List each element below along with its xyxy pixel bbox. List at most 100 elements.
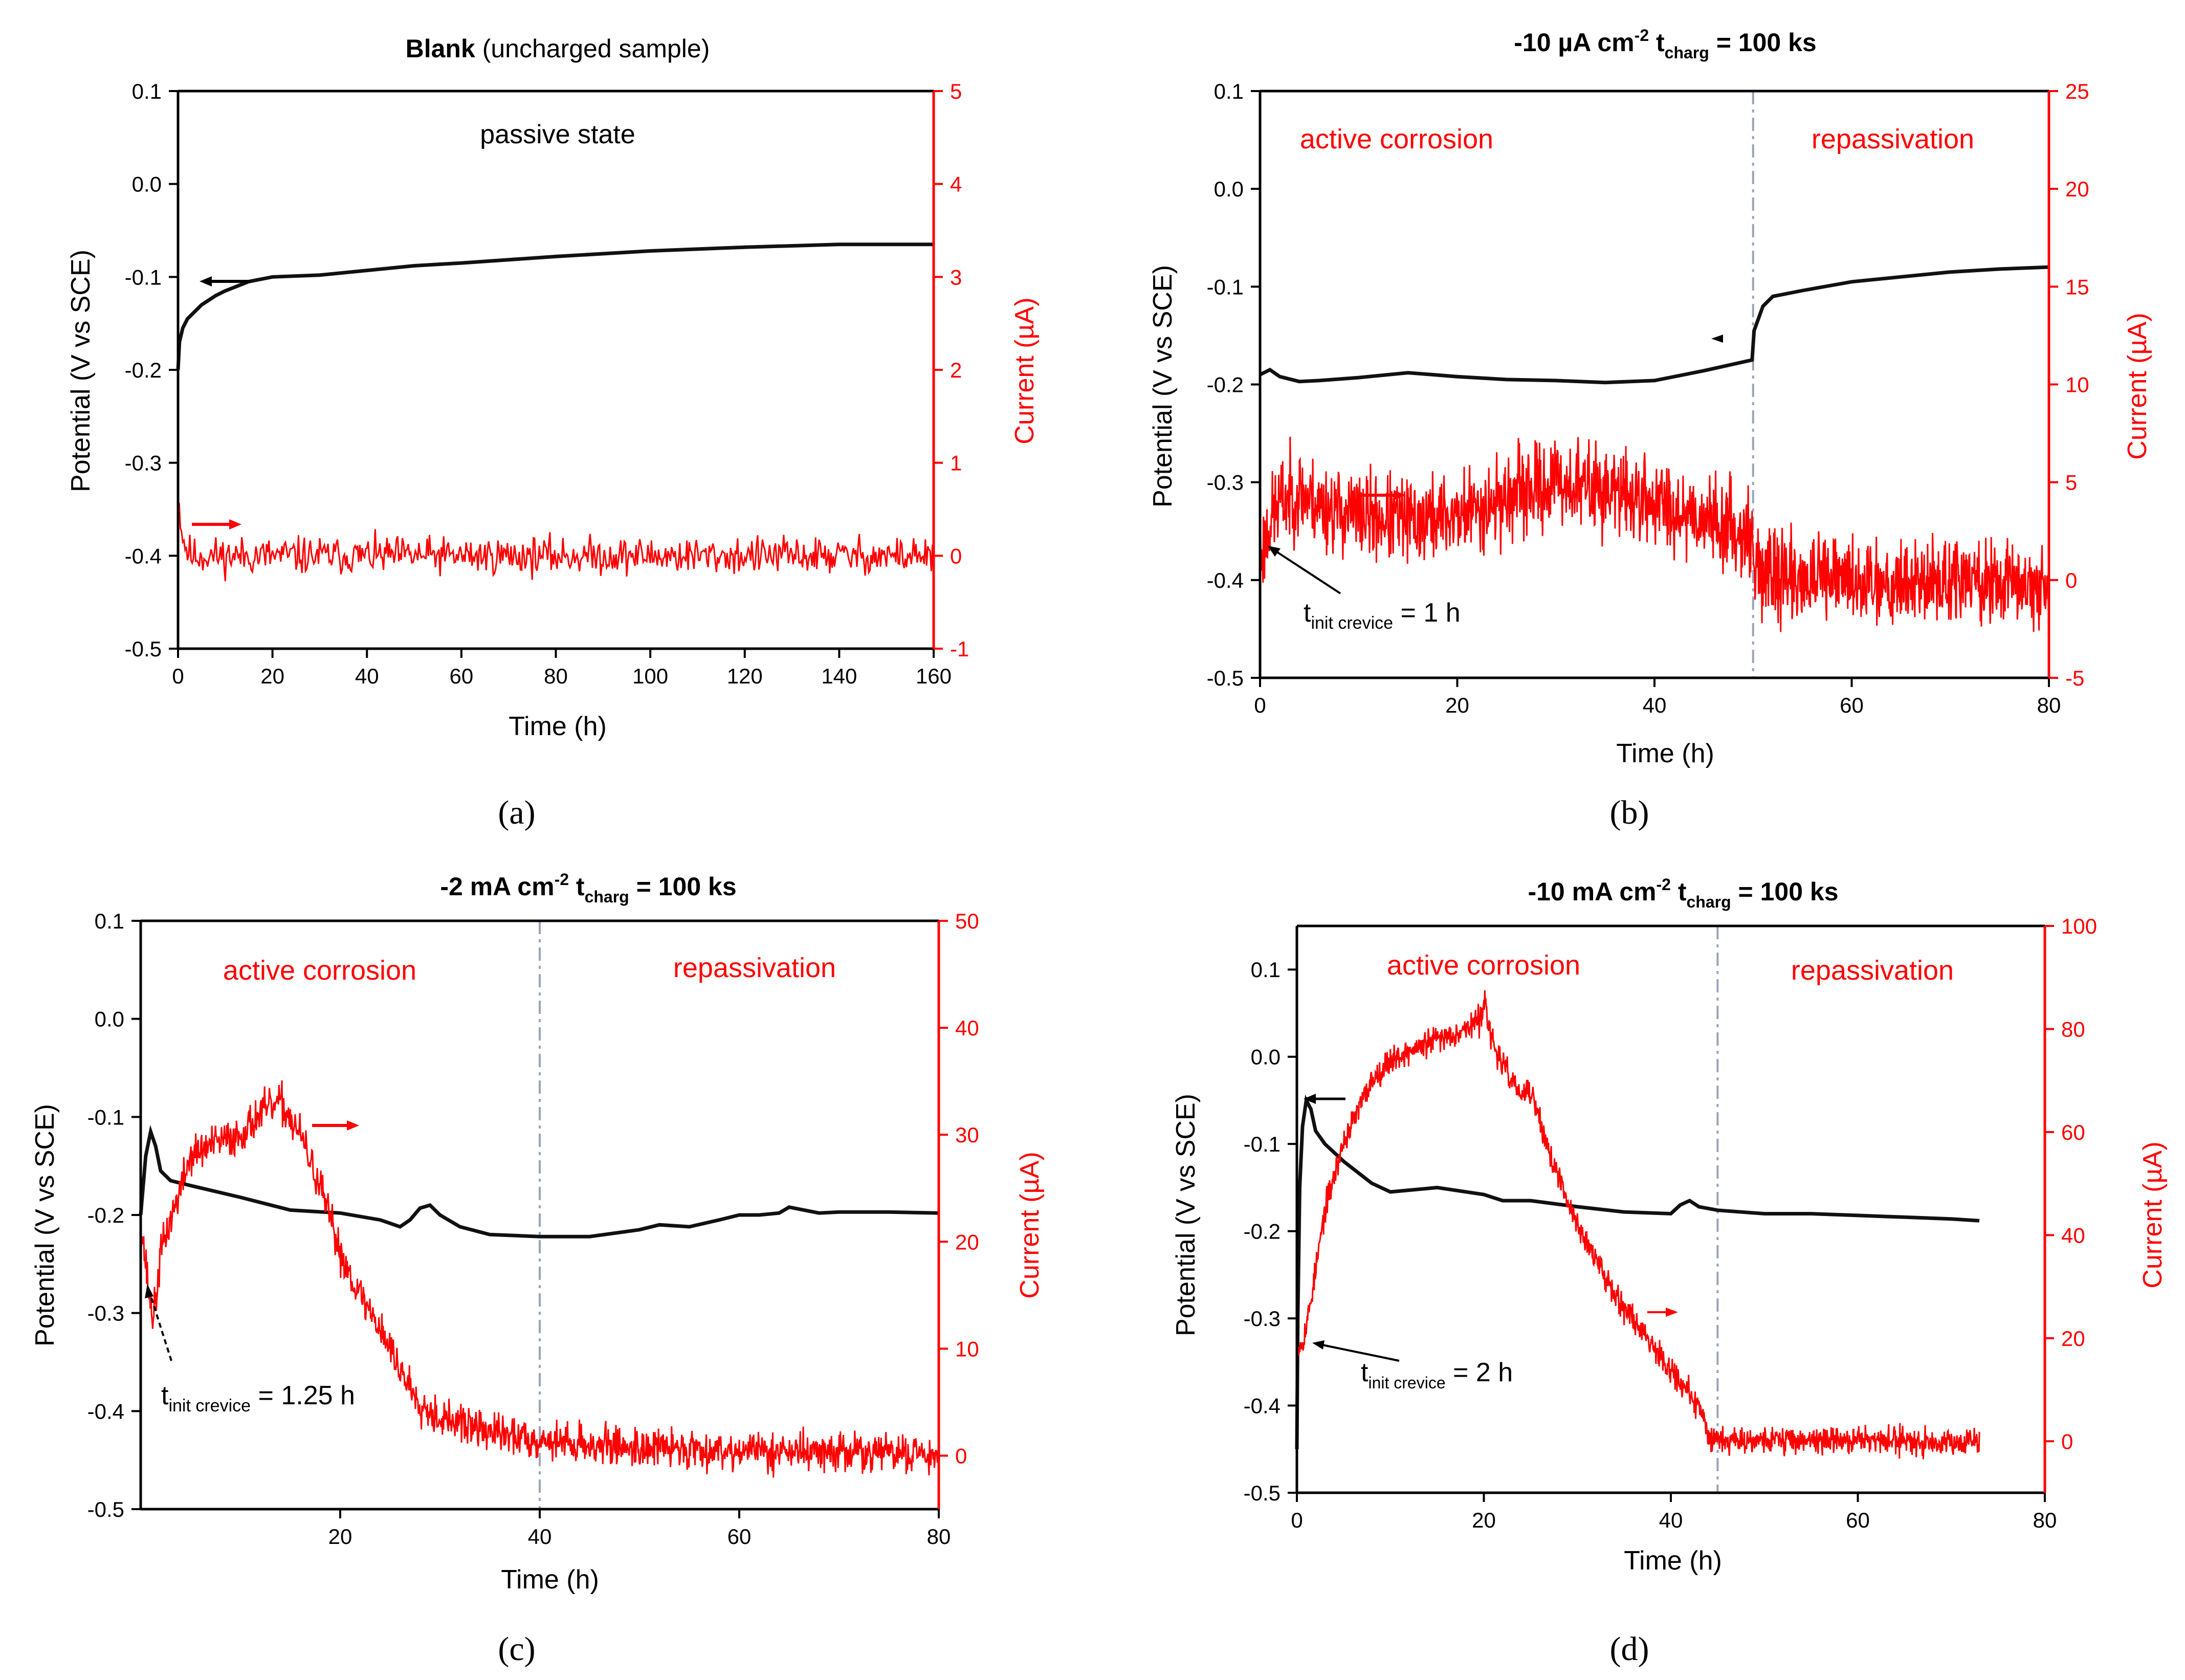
panel-a-x-tick-label: 80 — [544, 664, 568, 688]
panel-d-y-axis-label: Potential (V vs SCE) — [1171, 1094, 1201, 1336]
panel-c-y-tick-label: 0.0 — [95, 1007, 124, 1031]
panel-a-title: Blank (uncharged sample) — [406, 34, 710, 63]
panel-a-arrows — [192, 276, 251, 529]
panel-d-y-tick-label: -0.3 — [1244, 1307, 1281, 1331]
panel-a-y2-tick-label: 1 — [950, 451, 962, 475]
panel-d-x-tick-label: 20 — [1472, 1508, 1496, 1532]
panel-d-x-axis-label: Time (h) — [1624, 1546, 1722, 1576]
panel-c-annotation-active-corrosion: active corrosion — [223, 955, 416, 986]
panel-b-title: -10 µA cm-2 tcharg = 100 ks — [1514, 26, 1816, 62]
panel-c-y-tick-label: -0.2 — [87, 1203, 124, 1227]
panel-c-x-axis-label: Time (h) — [501, 1565, 599, 1595]
panel-b-y2-tick-label: 10 — [2065, 373, 2089, 397]
panel-b-label: (b) — [1610, 794, 1649, 831]
panel-a-y-tick-label: 0.0 — [132, 172, 162, 196]
panel-c-y2-tick-label: 10 — [955, 1337, 979, 1361]
panel-c-y2-tick-label: 30 — [955, 1123, 979, 1147]
panel-a-y2-tick-label: -1 — [950, 637, 969, 661]
panel-a-y-tick-label: -0.5 — [125, 637, 162, 661]
panel-a-y2-tick-label: 0 — [950, 544, 962, 568]
panel-b-x-tick-label: 20 — [1445, 693, 1469, 717]
panel-a-label: (a) — [498, 794, 535, 831]
panel-d-y2-tick-label: 80 — [2061, 1017, 2085, 1041]
panel-d: -10 mA cm-2 tcharg = 100 ks 0 20 40 60 80 0.1… — [1171, 875, 2168, 1668]
panel-d-y-tick-label: -0.5 — [1244, 1481, 1281, 1505]
panel-d-title: -10 mA cm-2 tcharg = 100 ks — [1528, 875, 1838, 911]
panel-a-y-tick-label: 0.1 — [132, 79, 162, 103]
panel-a-x-tick-label: 0 — [172, 664, 184, 688]
panel-d-arrows — [1304, 1094, 1678, 1362]
panel-a-x-tick-label: 120 — [727, 664, 763, 688]
panel-c-x-tick-label: 40 — [528, 1524, 552, 1549]
panel-a-series-potential — [176, 242, 934, 370]
panel-a-x-axis-label: Time (h) — [509, 712, 607, 741]
panel-d-y2-axis-label: Current (µA) — [2138, 1141, 2168, 1288]
panel-d-series-current — [1296, 990, 1980, 1460]
panel-a-y-tick-label: -0.2 — [125, 358, 162, 382]
panel-c-y2-tick-label: 50 — [955, 909, 979, 933]
panel-c-series-potential — [139, 1124, 939, 1239]
panel-c-y-tick-label: -0.5 — [87, 1497, 124, 1521]
panel-c-arrows — [145, 1120, 359, 1361]
panel-b-y-axis-label: Potential (V vs SCE) — [1148, 265, 1178, 507]
panel-b-y2-tick-label: 25 — [2065, 79, 2089, 103]
panel-a-y2-tick-label: 5 — [950, 79, 962, 103]
panel-d-annotation-t-init-crevice: tinit crevice = 2 h — [1361, 1358, 1513, 1392]
panel-c-title: -2 mA cm-2 tcharg = 100 ks — [440, 870, 736, 906]
panel-c-label: (c) — [498, 1630, 535, 1668]
panel-c-x-tick-label: 20 — [328, 1524, 352, 1549]
panel-b-y-tick-label: -0.2 — [1207, 373, 1244, 397]
panel-d-x-tick-label: 80 — [2033, 1508, 2057, 1532]
panel-b-y-tick-label: -0.4 — [1207, 568, 1244, 592]
panel-c-y2-tick-label: 40 — [955, 1016, 979, 1040]
panel-a-plot: 0 20 40 60 80 100 120 140 1600.10.0-0.1-0.2-0.3-… — [125, 79, 969, 688]
panel-c-y-tick-label: -0.3 — [87, 1301, 124, 1325]
panel-b-plot: 0 20 40 60 80 0.1 0.0 -0.1 -0.2 -0.3 -0.4 -0.5 25 20 1… — [1207, 79, 2089, 717]
panel-a-x-tick-label: 20 — [260, 664, 284, 688]
panel-d-x-tick-label: 60 — [1846, 1508, 1870, 1532]
panel-c-x-tick-label: 60 — [727, 1524, 752, 1549]
panel-a-y2-tick-label: 3 — [950, 265, 962, 289]
panel-b-arrows — [1268, 335, 1723, 594]
panel-c-y-tick-label: -0.4 — [87, 1399, 124, 1423]
panel-b-y-tick-label: 0.0 — [1214, 177, 1244, 201]
panel-d-series-potential — [1295, 1094, 1980, 1449]
panel-d-y2-tick-label: 60 — [2061, 1120, 2085, 1144]
panel-a-x-tick-label: 40 — [355, 664, 379, 688]
panel-d-y2-tick-label: 0 — [2061, 1429, 2073, 1453]
panel-c-y-axis-label: Potential (V vs SCE) — [30, 1104, 60, 1346]
panel-c-x-tick-label: 80 — [927, 1524, 951, 1549]
panel-d-x-tick-label: 0 — [1291, 1508, 1303, 1532]
panel-b: -10 µA cm-2 tcharg = 100 ks 0 20 40 60 80 0.1… — [1148, 26, 2152, 831]
panel-c-y2-tick-label: 0 — [955, 1444, 967, 1468]
panel-d-y2-tick-label: 40 — [2061, 1223, 2085, 1247]
panel-a-series-current — [177, 502, 935, 582]
panel-d-label: (d) — [1610, 1630, 1649, 1668]
panel-a-annotation-passive-state: passive state — [480, 120, 635, 149]
panel-b-y-tick-label: -0.1 — [1207, 275, 1244, 299]
panel-b-y-tick-label: -0.3 — [1207, 471, 1244, 495]
panel-a-x-tick-label: 160 — [916, 664, 952, 688]
panel-b-y2-tick-label: 20 — [2065, 177, 2089, 201]
panel-c-plot: 20 40 60 80 0.1 0.0 -0.1 -0.2 -0.3 -0.4 -0.5 50 40 30… — [87, 909, 979, 1549]
panel-a-y-tick-label: -0.3 — [125, 451, 162, 475]
panel-b-y2-tick-label: 5 — [2065, 471, 2077, 495]
panel-d-annotation-active-corrosion: active corrosion — [1387, 950, 1580, 981]
panel-a-y-tick-label: -0.4 — [125, 544, 162, 568]
panel-d-annotation-repassivation: repassivation — [1791, 955, 1954, 986]
panel-c-annotation-repassivation: repassivation — [673, 953, 836, 983]
panel-a-y2-tick-label: 4 — [950, 172, 962, 196]
panel-b-series-potential — [1259, 265, 2049, 385]
panel-a-y-axis-label: Potential (V vs SCE) — [66, 250, 96, 492]
panel-c-y-tick-label: 0.1 — [95, 909, 124, 933]
panel-b-x-tick-label: 0 — [1254, 693, 1266, 717]
panel-b-x-tick-label: 40 — [1643, 693, 1667, 717]
panel-d-x-tick-label: 40 — [1659, 1508, 1683, 1532]
panel-c: -2 mA cm-2 tcharg = 100 ks 20 40 60 80 0.1 0.… — [30, 870, 1045, 1668]
panel-d-y-tick-label: -0.4 — [1244, 1394, 1281, 1418]
panel-c-y-tick-label: -0.1 — [87, 1105, 124, 1129]
panel-b-annotation-repassivation: repassivation — [1812, 124, 1974, 154]
panel-b-x-axis-label: Time (h) — [1616, 739, 1714, 768]
panel-b-y-tick-label: -0.5 — [1207, 666, 1244, 690]
